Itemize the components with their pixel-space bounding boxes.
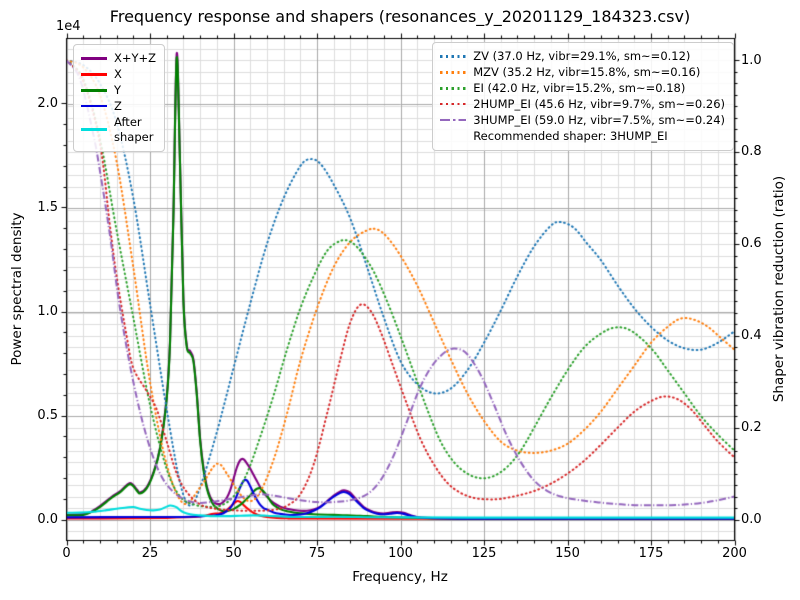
legend-psd-item: After shaper: [81, 115, 156, 145]
y-right-tick-label: 0.0: [741, 511, 762, 527]
legend-shaper-swatch: [440, 103, 467, 106]
legend-shapers: ZV (37.0 Hz, vibr=29.1%, sm~=0.12) MZV (3…: [432, 42, 734, 151]
y-right-tick-label: 0.6: [741, 236, 762, 252]
legend-psd-item: X+Y+Z: [81, 51, 156, 66]
legend-shaper-label: EI (42.0 Hz, vibr=15.2%, sm~=0.18): [473, 80, 686, 95]
legend-shaper-item: EI (42.0 Hz, vibr=15.2%, sm~=0.18): [440, 81, 725, 96]
legend-psd-label: X+Y+Z: [114, 51, 157, 65]
x-tick-label: 200: [722, 546, 747, 561]
legend-psd-label: Z: [114, 98, 122, 113]
x-tick-label: 100: [388, 546, 413, 561]
y-axis-multiplier: 1e4: [56, 19, 81, 34]
legend-shaper-swatch: [440, 87, 467, 90]
y-left-tick-label: 1.0: [37, 303, 58, 319]
legend-shaper-label: 2HUMP_EI (45.6 Hz, vibr=9.7%, sm~=0.26): [473, 96, 725, 111]
x-tick-label: 75: [308, 546, 326, 561]
legend-psd-item: Z: [81, 99, 156, 114]
legend-psd: X+Y+Z X Y Z After shaper: [73, 44, 166, 152]
legend-shaper-item: Recommended shaper: 3HUMP_EI: [440, 129, 725, 144]
y-left-axis-label: Power spectral density: [9, 212, 25, 366]
y-left-tick-label: 2.0: [37, 95, 58, 111]
legend-shaper-label: Recommended shaper: 3HUMP_EI: [473, 128, 668, 143]
legend-shaper-label: ZV (37.0 Hz, vibr=29.1%, sm~=0.12): [473, 49, 691, 63]
y-right-tick-label: 1.0: [741, 52, 762, 68]
legend-shaper-item: 2HUMP_EI (45.6 Hz, vibr=9.7%, sm~=0.26): [440, 97, 725, 112]
legend-psd-label: Y: [114, 82, 122, 97]
legend-shaper-label: MZV (35.2 Hz, vibr=15.8%, sm~=0.16): [473, 64, 701, 79]
y-right-tick-label: 0.2: [741, 419, 762, 435]
legend-psd-swatch: [81, 128, 107, 131]
legend-shaper-label: 3HUMP_EI (59.0 Hz, vibr=7.5%, sm~=0.24): [473, 112, 725, 127]
x-axis-label: Frequency, Hz: [352, 569, 448, 585]
legend-psd-swatch: [81, 57, 107, 60]
x-tick-label: 175: [638, 546, 664, 561]
legend-psd-swatch: [81, 73, 107, 76]
y-right-tick-label: 0.8: [741, 144, 762, 160]
y-left-tick-label: 1.5: [37, 199, 58, 215]
y-left-tick-label: 0.5: [37, 407, 58, 423]
legend-psd-swatch: [81, 105, 107, 108]
legend-shaper-item: 3HUMP_EI (59.0 Hz, vibr=7.5%, sm~=0.24): [440, 113, 725, 128]
legend-psd-item: Y: [81, 83, 156, 98]
legend-psd-swatch: [81, 89, 107, 92]
x-tick-label: 25: [141, 546, 159, 561]
y-left-tick-label: 0.0: [37, 511, 58, 527]
legend-shaper-item: ZV (37.0 Hz, vibr=29.1%, sm~=0.12): [440, 49, 725, 64]
x-tick-label: 0: [62, 546, 71, 561]
legend-shaper-swatch: [440, 119, 467, 122]
x-tick-label: 150: [555, 546, 580, 561]
legend-psd-label: X: [114, 66, 122, 81]
legend-psd-label: After shaper: [114, 114, 154, 144]
legend-shaper-item: MZV (35.2 Hz, vibr=15.8%, sm~=0.16): [440, 65, 725, 80]
legend-shaper-swatch: [440, 71, 467, 74]
legend-psd-item: X: [81, 67, 156, 82]
y-right-tick-label: 0.4: [741, 327, 762, 343]
x-tick-label: 125: [471, 546, 497, 561]
chart-title: Frequency response and shapers (resonanc…: [109, 7, 691, 26]
y-right-axis-label: Shaper vibration reduction (ratio): [771, 175, 787, 403]
legend-shaper-swatch: [440, 55, 467, 58]
x-tick-label: 50: [225, 546, 242, 561]
